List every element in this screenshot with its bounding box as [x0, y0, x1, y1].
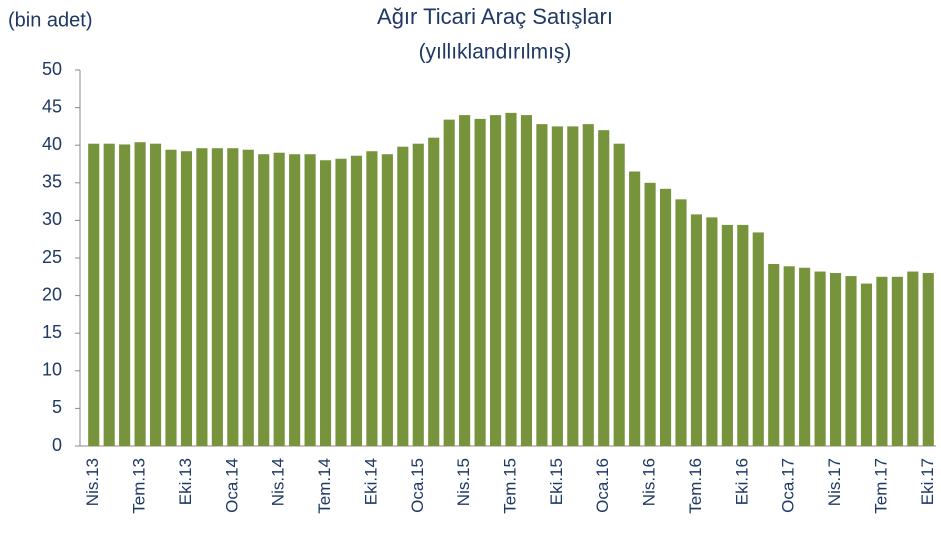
x-tick-label: Nis.16	[640, 458, 659, 506]
bar	[227, 148, 239, 446]
bar	[273, 152, 285, 446]
bar	[489, 115, 502, 447]
bar	[520, 115, 533, 447]
x-tick-label: Nis.13	[83, 458, 102, 506]
bar	[814, 271, 826, 446]
bar	[119, 144, 131, 446]
x-tick-label: Nis.17	[825, 458, 844, 506]
x-tick-label: Oca.14	[222, 458, 241, 513]
x-tick-label: Tem.17	[871, 458, 890, 514]
y-tick-label: 0	[52, 435, 62, 455]
bar	[103, 143, 115, 447]
bar	[721, 224, 733, 446]
bar	[860, 283, 873, 446]
bar	[737, 224, 749, 446]
chart-title: Ağır Ticari Araç Satışları	[377, 4, 613, 29]
bar	[459, 115, 471, 447]
bar	[242, 149, 254, 446]
x-tick-label: Oca.16	[593, 458, 612, 513]
bar	[505, 112, 517, 446]
x-tick-label: Eki.16	[732, 458, 751, 505]
bar	[335, 158, 347, 446]
bar	[629, 171, 641, 446]
x-tick-label: Oca.17	[779, 458, 798, 513]
y-axis-label: (bin adet)	[8, 9, 93, 31]
bar	[706, 217, 718, 446]
bar	[134, 142, 146, 446]
bar	[582, 124, 594, 447]
bar	[381, 154, 393, 446]
bar	[922, 273, 934, 446]
bar	[675, 199, 687, 446]
bar	[211, 148, 223, 446]
x-tick-label: Tem.14	[315, 458, 334, 514]
bar	[845, 276, 857, 446]
bar	[165, 149, 177, 446]
x-tick-label: Nis.14	[269, 458, 288, 506]
bar	[613, 143, 625, 447]
bar	[690, 214, 703, 446]
bar	[366, 151, 378, 446]
bar	[443, 119, 455, 446]
bar	[88, 143, 100, 447]
bar	[567, 126, 579, 447]
x-tick-label: Eki.13	[176, 458, 195, 505]
bar	[428, 137, 440, 446]
x-tick-label: Eki.17	[918, 458, 937, 505]
x-tick-label: Nis.15	[454, 458, 473, 506]
y-tick-label: 10	[42, 360, 62, 380]
y-tick-label: 40	[42, 134, 62, 154]
x-tick-label: Tem.13	[130, 458, 149, 514]
bar	[350, 155, 363, 446]
x-tick-label: Oca.15	[408, 458, 427, 513]
x-tick-label: Eki.14	[361, 458, 380, 505]
y-tick-label: 30	[42, 209, 62, 229]
y-tick-label: 5	[52, 397, 62, 417]
y-tick-label: 25	[42, 247, 62, 267]
bar	[289, 154, 301, 446]
bar	[752, 232, 764, 446]
bar	[907, 271, 919, 446]
y-tick-label: 45	[42, 96, 62, 116]
bar	[829, 273, 842, 446]
bar	[149, 143, 162, 447]
bar	[536, 124, 548, 447]
bar	[551, 126, 563, 447]
bar	[258, 154, 270, 446]
bar	[474, 118, 486, 446]
bar	[644, 182, 656, 447]
bar	[196, 148, 208, 446]
y-tick-label: 50	[42, 59, 62, 79]
y-tick-label: 35	[42, 172, 62, 192]
bar	[397, 146, 409, 447]
bar	[876, 276, 888, 446]
bar	[799, 267, 811, 446]
bar	[412, 143, 424, 447]
y-tick-label: 20	[42, 284, 62, 304]
bar	[319, 160, 332, 447]
y-tick-label: 15	[42, 322, 62, 342]
x-tick-label: Eki.15	[547, 458, 566, 505]
x-tick-label: Tem.16	[686, 458, 705, 514]
x-tick-label: Tem.15	[500, 458, 519, 514]
bar	[783, 266, 795, 446]
bar	[768, 264, 780, 446]
bar	[180, 151, 193, 446]
chart-subtitle: (yıllıklandırılmış)	[419, 41, 572, 64]
bar	[891, 276, 903, 446]
bar	[598, 130, 610, 446]
bar	[304, 154, 316, 446]
bar	[659, 188, 672, 447]
